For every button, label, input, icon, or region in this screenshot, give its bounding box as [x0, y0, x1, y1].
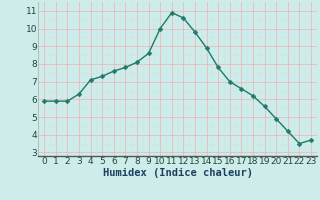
X-axis label: Humidex (Indice chaleur): Humidex (Indice chaleur): [103, 168, 252, 178]
